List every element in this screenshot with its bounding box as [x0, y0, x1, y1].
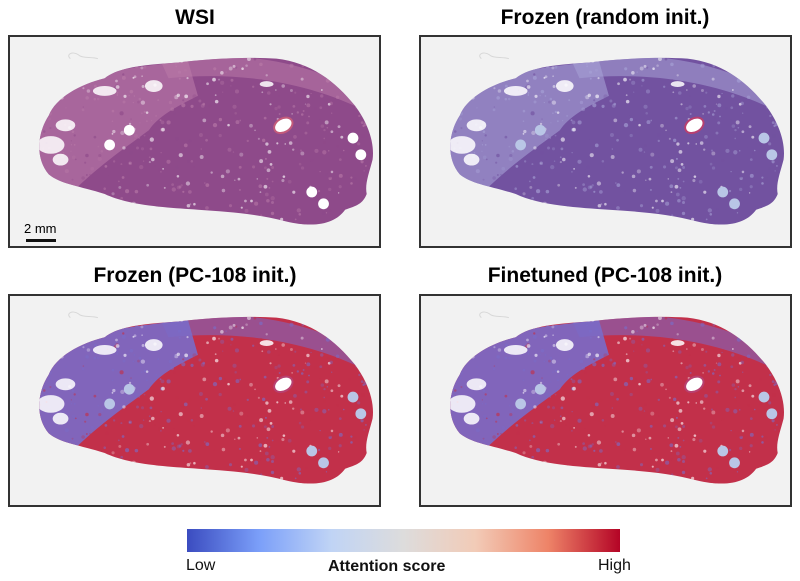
title-wsi: WSI: [175, 6, 215, 29]
debris-fiber: [479, 311, 509, 319]
core-hole: [318, 198, 329, 210]
core-hole: [104, 139, 116, 151]
core-hole: [534, 383, 546, 395]
vessel-lumen: [273, 116, 294, 135]
core-hole: [758, 391, 770, 403]
core-hole: [123, 383, 135, 395]
core-hole: [306, 445, 318, 457]
core-hole: [729, 457, 740, 469]
core-hole: [318, 457, 329, 469]
vessel-lumen: [273, 375, 294, 394]
core-hole: [515, 398, 527, 410]
tissue-image: [450, 311, 785, 484]
panel-frozen-pc108: [8, 294, 381, 507]
scale-bar-line: [26, 239, 56, 242]
colorbar-low-label: Low: [186, 557, 216, 574]
core-hole: [729, 198, 740, 210]
title-frozen-pc108: Frozen (PC-108 init.): [93, 264, 297, 287]
colorbar-high-label: High: [598, 557, 631, 574]
core-hole: [347, 132, 359, 144]
core-hole: [355, 408, 367, 420]
debris-fiber: [68, 52, 98, 60]
core-hole: [104, 398, 116, 410]
core-hole: [766, 408, 778, 420]
core-hole: [515, 139, 527, 151]
attention-colorbar: [187, 529, 620, 552]
core-hole: [347, 391, 359, 403]
title-finetuned-pc108: Finetuned (PC-108 init.): [487, 264, 723, 287]
core-hole: [717, 445, 729, 457]
core-hole: [717, 186, 729, 198]
core-hole: [355, 149, 367, 161]
debris-fiber: [68, 311, 98, 319]
core-hole: [758, 132, 770, 144]
colorbar-title: Attention score: [328, 558, 446, 575]
tissue-image: [450, 52, 785, 225]
debris-fiber: [479, 52, 509, 60]
tissue-image: [39, 52, 374, 225]
core-hole: [534, 124, 546, 136]
tissue-image: [39, 311, 374, 484]
panel-finetuned-pc108: [419, 294, 792, 507]
core-hole: [123, 124, 135, 136]
panel-wsi: 2 mm: [8, 35, 381, 248]
title-frozen-random: Frozen (random init.): [500, 6, 710, 29]
scale-bar-label: 2 mm: [24, 221, 57, 236]
core-hole: [306, 186, 318, 198]
core-hole: [766, 149, 778, 161]
scale-bar: 2 mm: [24, 221, 57, 242]
vessel-lumen: [684, 375, 705, 394]
panel-frozen-random: [419, 35, 792, 248]
vessel-lumen: [684, 116, 705, 135]
